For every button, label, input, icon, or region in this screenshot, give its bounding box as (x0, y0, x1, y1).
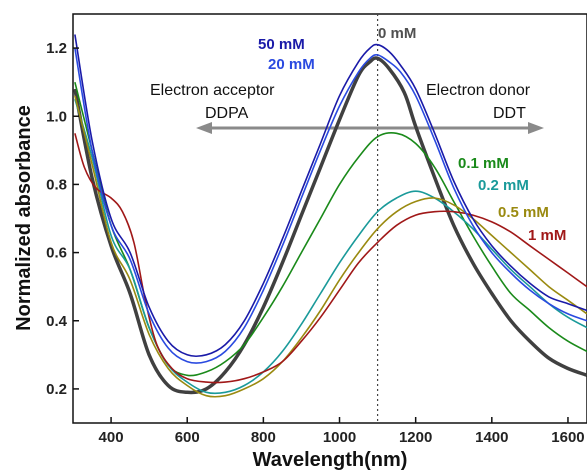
x-tick-label: 800 (251, 429, 276, 446)
series-label-0-2mm: 0.2 mM (478, 177, 529, 194)
y-tick-label: 1.0 (46, 108, 67, 125)
x-tick-label: 1200 (399, 429, 432, 446)
y-axis-title: Normalized absorbance (13, 105, 35, 331)
donor-label-line1: Electron donor (426, 82, 531, 99)
y-axis: 0.2 0.4 0.6 0.8 1.0 1.2 (46, 40, 79, 398)
x-axis-title: Wavelength(nm) (253, 449, 408, 471)
y-tick-label: 0.4 (46, 313, 68, 330)
series-line-0-mm (73, 56, 587, 395)
series-line-0-5-mm (74, 95, 587, 398)
x-axis: 400 600 800 1000 1200 1400 1600 (99, 417, 585, 446)
annotation-arrow-group (196, 122, 544, 134)
series-line-20-mm (74, 47, 587, 364)
series-label-20mm: 20 mM (268, 56, 315, 73)
series-group (73, 34, 587, 398)
x-tick-label: 1600 (551, 429, 584, 446)
series-label-50mm: 50 mM (258, 36, 305, 53)
series-label-0-1mm: 0.1 mM (458, 155, 509, 172)
x-tick-label: 1000 (323, 429, 356, 446)
y-tick-label: 0.2 (46, 381, 67, 398)
arrow-right-head (528, 122, 544, 134)
y-tick-label: 1.2 (46, 40, 67, 57)
series-label-1mm: 1 mM (528, 227, 566, 244)
y-tick-label: 0.8 (46, 176, 67, 193)
x-tick-label: 1400 (475, 429, 508, 446)
arrow-left-head (196, 122, 212, 134)
x-tick-label: 400 (99, 429, 124, 446)
series-line-1-mm (74, 133, 587, 384)
x-tick-label: 600 (175, 429, 200, 446)
series-label-0mm: 0 mM (378, 25, 416, 42)
donor-label-line2: DDT (493, 105, 526, 122)
series-line-50-mm (74, 34, 587, 358)
series-label-0-5mm: 0.5 mM (498, 204, 549, 221)
y-tick-label: 0.6 (46, 245, 67, 262)
plot-frame (72, 13, 587, 424)
acceptor-label-line2: DDPA (205, 105, 249, 122)
acceptor-label-line1: Electron acceptor (150, 82, 275, 99)
